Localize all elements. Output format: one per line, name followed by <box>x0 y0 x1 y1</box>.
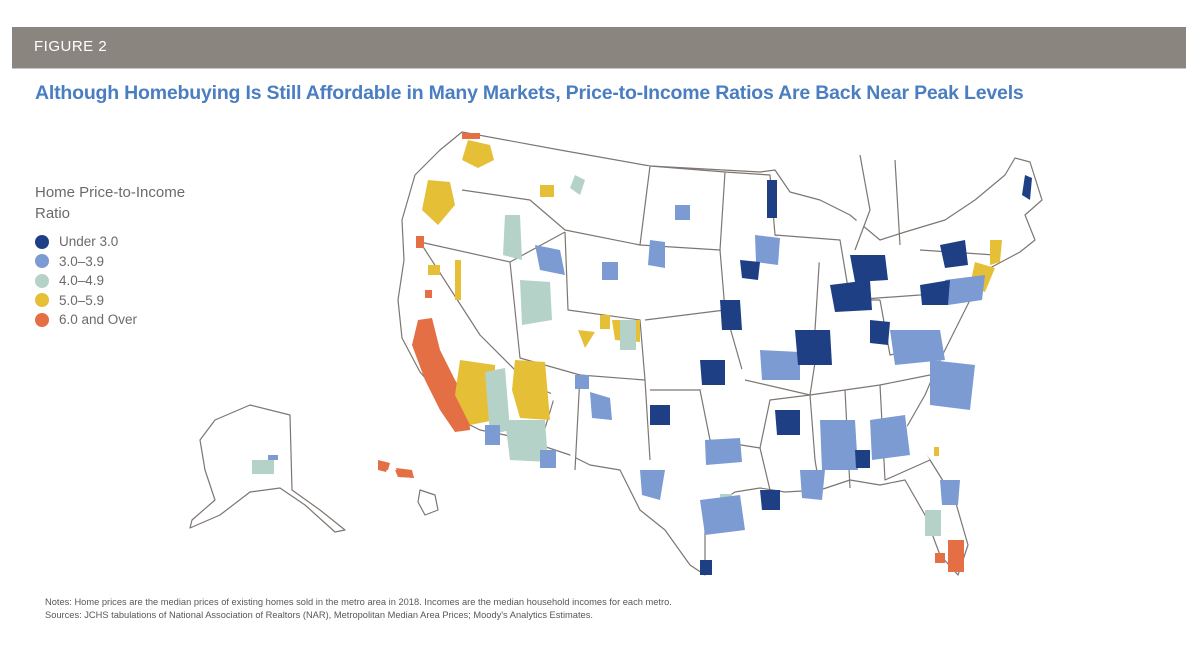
chart-title: Although Homebuying Is Still Affordable … <box>35 82 1024 104</box>
legend-item-6-and-over: 6.0 and Over <box>35 310 205 330</box>
legend-label: 4.0–4.9 <box>59 273 105 289</box>
metro-regions <box>260 133 1032 575</box>
notes: Notes: Home prices are the median prices… <box>45 596 672 622</box>
figure-header-band: FIGURE 2 <box>12 27 1186 69</box>
legend-label: 5.0–5.9 <box>59 292 105 308</box>
legend-item-4-to-4-9: 4.0–4.9 <box>35 271 205 291</box>
legend-swatch-icon <box>35 273 49 288</box>
legend-label: Under 3.0 <box>59 234 119 250</box>
hawaii <box>378 465 439 516</box>
legend: Home Price-to-Income Ratio Under 3.0 3.0… <box>35 182 205 330</box>
legend-swatch-icon <box>35 312 49 327</box>
legend-item-3-to-3-9: 3.0–3.9 <box>35 252 205 272</box>
legend-label: 6.0 and Over <box>59 312 138 328</box>
us-metro-map <box>189 131 1043 576</box>
legend-swatch-icon <box>35 254 49 269</box>
legend-item-under-3: Under 3.0 <box>35 232 205 252</box>
legend-swatch-icon <box>35 234 49 249</box>
notes-line: Notes: Home prices are the median prices… <box>45 597 672 607</box>
legend-swatch-icon <box>35 293 49 308</box>
legend-title: Home Price-to-Income Ratio <box>35 184 186 222</box>
figure-label: FIGURE 2 <box>34 38 108 55</box>
legend-label: 3.0–3.9 <box>59 253 105 269</box>
legend-items: Under 3.0 3.0–3.9 4.0–4.9 5.0–5.9 6.0 an… <box>35 232 205 330</box>
sources-line: Sources: JCHS tabulations of National As… <box>45 610 593 620</box>
legend-item-5-to-5-9: 5.0–5.9 <box>35 291 205 311</box>
